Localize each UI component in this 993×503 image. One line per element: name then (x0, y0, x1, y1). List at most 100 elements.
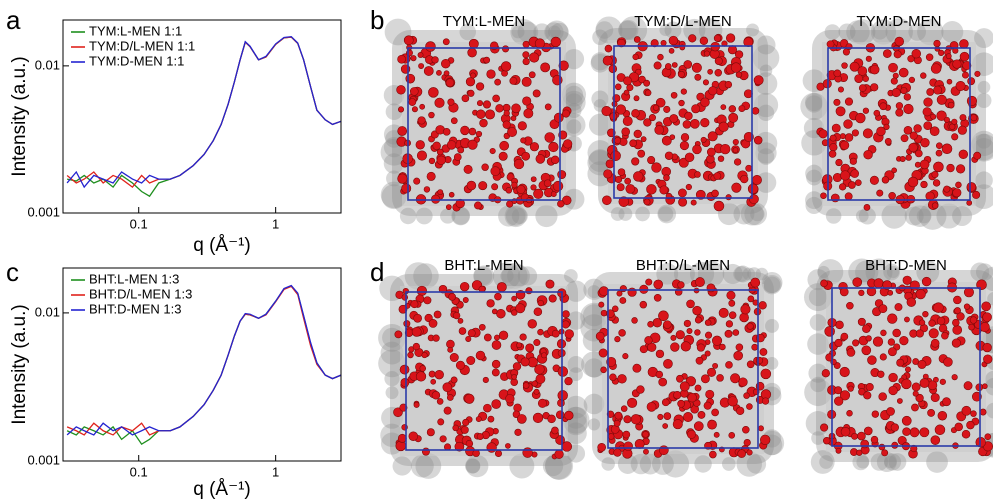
molecule-atom (973, 151, 982, 160)
snapshot (380, 18, 587, 228)
snapshot-cloud (804, 93, 824, 112)
molecule-atom (516, 342, 522, 349)
molecule-atom (905, 154, 912, 161)
molecule-atom (820, 423, 829, 432)
molecule-atom (428, 370, 436, 378)
molecule-atom (902, 275, 912, 285)
molecule-atom (820, 192, 827, 200)
snapshot-cloud (385, 103, 403, 121)
molecule-atom (465, 439, 474, 448)
snapshot-cloud (504, 204, 527, 228)
molecule-atom (844, 133, 854, 142)
snapshot-cloud (817, 265, 830, 279)
molecule-atom (873, 109, 881, 117)
molecule-atom (690, 199, 697, 206)
molecule-atom (955, 181, 962, 189)
molecule-atom (412, 342, 420, 351)
molecule-atom (450, 376, 458, 384)
molecule-atom (887, 313, 898, 324)
molecule-atom (442, 38, 450, 46)
molecule-atom (961, 430, 971, 439)
molecule-atom (417, 52, 424, 58)
molecule-atom (956, 312, 965, 321)
molecule-atom (699, 36, 709, 45)
molecule-atom (821, 369, 830, 378)
molecule-atom (844, 192, 853, 201)
molecule-atom (557, 170, 567, 180)
molecule-atom (753, 75, 764, 86)
molecule-atom (517, 121, 527, 131)
snapshot-cloud (805, 95, 823, 113)
molecule-atom (833, 98, 841, 106)
molecule-atom (617, 374, 627, 384)
molecule-atom (933, 302, 944, 313)
molecule-atom (638, 75, 646, 84)
molecule-atom (669, 134, 676, 140)
molecule-atom (604, 44, 613, 53)
molecule-atom (890, 77, 898, 85)
molecule-atom (475, 416, 482, 422)
molecule-atom (833, 69, 842, 78)
molecule-atom (911, 382, 921, 392)
molecule-atom (943, 116, 950, 123)
molecule-atom (712, 362, 719, 369)
molecule-atom (958, 149, 969, 160)
snapshot-cloud (746, 454, 767, 474)
molecule-atom (747, 183, 759, 195)
molecule-atom (636, 385, 645, 394)
molecule-atom (442, 382, 453, 393)
molecule-atom (670, 342, 680, 352)
molecule-atom (668, 35, 679, 46)
molecule-atom (423, 186, 431, 193)
molecule-atom (955, 81, 966, 92)
molecule-atom (396, 85, 406, 95)
snapshot-cloud (856, 455, 870, 469)
molecule-atom (938, 49, 945, 56)
molecule-atom (915, 393, 924, 403)
molecule-atom (413, 401, 420, 408)
molecule-atom (548, 141, 559, 153)
molecule-atom (687, 392, 697, 403)
snapshot-cloud (755, 142, 777, 164)
molecule-atom (637, 149, 646, 158)
molecule-atom (468, 127, 477, 136)
molecule-atom (865, 55, 872, 62)
molecule-atom (835, 320, 844, 330)
molecule-atom (704, 319, 712, 326)
snapshot-cloud (511, 207, 528, 225)
molecule-atom (695, 189, 706, 200)
molecule-atom (632, 363, 642, 373)
snapshot-cloud (722, 263, 743, 285)
molecule-atom (651, 162, 662, 173)
snapshot-title: BHT:D-MEN (865, 257, 947, 274)
molecule-atom (908, 76, 916, 83)
molecule-atom (855, 112, 866, 124)
molecule-atom (410, 55, 417, 62)
molecule-atom (663, 412, 672, 420)
molecule-atom (428, 157, 436, 165)
molecule-atom (511, 181, 518, 189)
molecule-atom (601, 105, 612, 117)
molecule-atom (600, 309, 608, 317)
molecule-atom (537, 398, 547, 408)
molecule-atom (709, 450, 717, 459)
molecule-atom (455, 198, 465, 209)
molecule-atom (869, 175, 879, 185)
molecule-atom (478, 181, 488, 191)
molecule-atom (931, 202, 939, 209)
molecule-atom (476, 433, 484, 440)
molecule-atom (677, 281, 685, 289)
molecule-atom (894, 303, 903, 312)
snapshot-cloud (380, 181, 408, 209)
molecule-atom (870, 435, 879, 444)
molecule-atom (515, 303, 526, 314)
molecule-atom (450, 117, 458, 125)
molecule-atom (693, 421, 704, 432)
molecule-atom (432, 334, 440, 342)
molecule-atom (732, 329, 740, 336)
molecule-atom (532, 89, 541, 98)
molecule-atom (887, 338, 896, 346)
molecule-atom (694, 171, 701, 178)
molecule-atom (959, 114, 967, 121)
molecule-atom (448, 293, 456, 301)
